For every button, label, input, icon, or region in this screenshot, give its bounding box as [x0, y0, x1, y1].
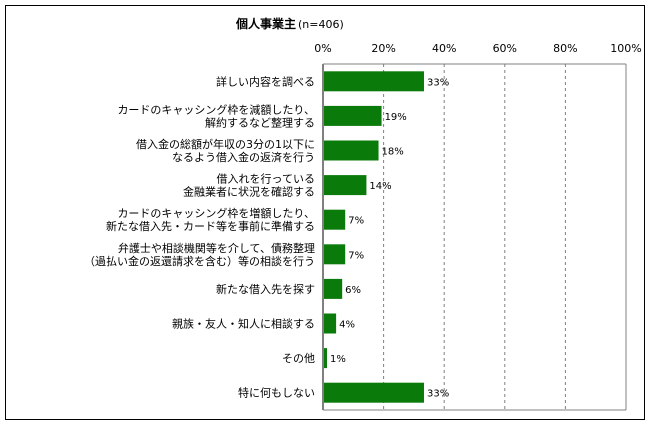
bar	[324, 313, 337, 334]
value-label: 19%	[385, 112, 407, 123]
x-tick-label: 80%	[553, 42, 577, 55]
value-label: 18%	[382, 147, 404, 158]
bar-chart: 個人事業主 (n=406) 0% 20% 40% 60% 80% 100% 詳しい内容を調…	[84, 16, 642, 411]
category-label: 借入れを行っている	[217, 173, 315, 186]
category-label: 新たな借入先・カード等を事前に準備する	[106, 219, 315, 233]
bar	[324, 348, 328, 369]
value-label: 4%	[339, 320, 355, 331]
value-label: 33%	[427, 77, 449, 88]
category-label: 弁護士や相談機関等を介して、債務整理	[118, 241, 315, 255]
value-label: 6%	[345, 285, 361, 296]
category-label: カードのキャッシング枠を増額したり、	[117, 206, 315, 220]
category-label: 新たな借入先を探す	[216, 282, 315, 296]
bar	[324, 71, 424, 92]
bar	[324, 140, 379, 161]
category-label: なるよう借入金の返済を行う	[172, 150, 315, 164]
x-tick-label: 60%	[493, 42, 517, 55]
category-label: その他	[282, 352, 315, 365]
grid-lines	[322, 63, 627, 411]
bar	[324, 244, 346, 265]
value-labels: 33% 19% 18% 14% 7% 7% 6% 4% 1% 33%	[330, 77, 449, 399]
value-label: 14%	[369, 181, 391, 192]
bar	[324, 382, 424, 403]
bars	[324, 71, 424, 403]
category-label: 特に何もしない	[238, 386, 315, 400]
category-label: 詳しい内容を調べる	[216, 74, 315, 88]
value-label: 7%	[348, 250, 364, 261]
category-label: 解約するなど整理する	[205, 115, 315, 129]
category-label: 借入金の総額が年収の3分の1以下に	[136, 137, 315, 151]
bar	[324, 105, 382, 126]
bar	[324, 209, 346, 230]
category-label: （過払い金の返還請求を含む）等の相談を行う	[84, 254, 315, 268]
x-tick-label: 20%	[371, 42, 395, 55]
value-label: 1%	[330, 354, 346, 365]
x-tick-label: 40%	[432, 42, 456, 55]
category-label: 金融業者に状況を確認する	[183, 185, 315, 199]
bar	[324, 278, 343, 299]
value-label: 33%	[427, 389, 449, 400]
chart-title: 個人事業主	[235, 16, 296, 31]
chart-subtitle: (n=406)	[298, 18, 344, 31]
chart-frame: 個人事業主 (n=406) 0% 20% 40% 60% 80% 100% 詳しい内容を調…	[5, 5, 645, 420]
bar	[324, 175, 367, 196]
x-tick-label: 0%	[314, 42, 331, 55]
category-labels: 詳しい内容を調べるカードのキャッシング枠を減額したり、解約するなど整理する借入金…	[84, 74, 315, 399]
value-label: 7%	[348, 216, 364, 227]
x-tick-label: 100%	[610, 42, 641, 55]
category-label: 親族・友人・知人に相談する	[172, 317, 315, 331]
category-label: カードのキャッシング枠を減額したり、	[117, 102, 315, 116]
axis-ticks: 0% 20% 40% 60% 80% 100%	[314, 42, 641, 55]
